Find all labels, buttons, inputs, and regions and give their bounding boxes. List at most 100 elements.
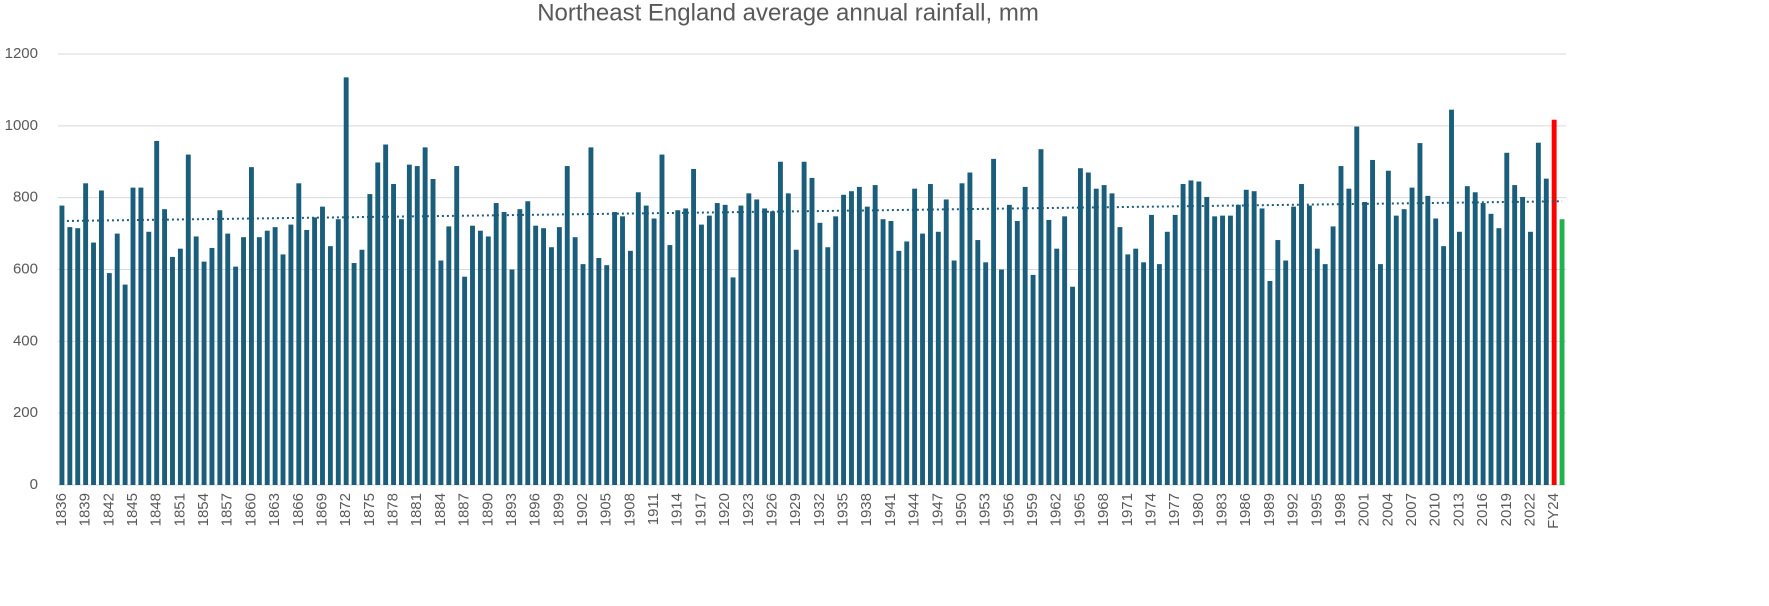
bar (1235, 204, 1241, 485)
bar (856, 186, 862, 485)
bar (1543, 178, 1549, 485)
bar (1077, 168, 1083, 485)
bar (264, 230, 270, 485)
bar (1370, 159, 1376, 485)
x-tick-label: 1872 (337, 493, 354, 526)
bar (920, 233, 925, 485)
bar (635, 192, 641, 485)
bar (1354, 126, 1360, 485)
bar (185, 154, 191, 486)
bar (75, 228, 81, 485)
bar (730, 277, 736, 485)
bar (359, 249, 365, 485)
bar (746, 193, 752, 485)
bar (872, 185, 878, 486)
bar (383, 144, 389, 485)
x-tick-label: 1953 (977, 493, 994, 526)
bar (770, 211, 775, 485)
bar (1172, 214, 1178, 485)
x-tick-label: FY24 (1545, 493, 1562, 529)
bar (1291, 206, 1297, 486)
bar (225, 233, 231, 485)
bar (927, 184, 933, 486)
trendline (61, 200, 1563, 223)
bar (1520, 196, 1526, 485)
bar (896, 250, 902, 485)
x-tick-label: 1899 (550, 493, 567, 526)
x-tick-label: 1998 (1332, 493, 1349, 526)
bar (1425, 195, 1431, 485)
bar (1109, 193, 1115, 485)
bar (462, 276, 468, 485)
x-tick-label: 1863 (266, 493, 283, 526)
bar (762, 208, 768, 486)
bar (1330, 226, 1336, 485)
bar (280, 254, 286, 485)
bar (825, 247, 831, 485)
bar (248, 167, 254, 485)
x-tick-label: 1893 (503, 493, 520, 526)
x-tick-label: 1992 (1285, 493, 1302, 526)
bar (951, 260, 957, 485)
bar (777, 161, 783, 485)
bar (477, 230, 483, 485)
bar (1204, 196, 1210, 485)
bar (1378, 264, 1383, 485)
bar (604, 265, 610, 485)
bar (83, 183, 89, 486)
x-tick-label: 1875 (361, 493, 378, 526)
bar (1251, 191, 1257, 485)
bar (1117, 227, 1123, 485)
x-tick-label: 2019 (1498, 493, 1515, 526)
bar (1259, 208, 1265, 486)
bar (170, 256, 175, 485)
bar (564, 166, 570, 485)
x-tick-label: 2010 (1427, 493, 1444, 526)
bar (304, 229, 310, 485)
bar (1559, 219, 1565, 485)
bar (1030, 274, 1036, 485)
bar (438, 260, 444, 485)
chart-title: Northeast England average annual rainfal… (537, 0, 1039, 26)
x-tick-label: 1974 (1142, 493, 1159, 526)
bar (999, 269, 1004, 485)
bar (375, 162, 381, 486)
bar (414, 166, 420, 485)
bar (541, 228, 547, 485)
bar (1385, 170, 1391, 485)
x-tick-label: 1848 (148, 493, 165, 526)
bar (1228, 215, 1233, 485)
bar (130, 187, 136, 486)
x-tick-label: 2001 (1356, 493, 1373, 526)
bar (272, 227, 278, 485)
x-tick-label: 1926 (763, 493, 780, 526)
bar (1022, 186, 1028, 485)
bar (1551, 119, 1557, 485)
bar (501, 212, 507, 486)
bar (596, 258, 602, 485)
bar (809, 177, 815, 485)
x-tick-label: 1887 (456, 493, 473, 526)
bar (1085, 172, 1091, 485)
bar (1164, 231, 1170, 485)
bar (833, 216, 839, 486)
y-tick-label: 1200 (5, 45, 38, 62)
x-tick-label: 1839 (77, 493, 94, 526)
bar (296, 183, 302, 486)
bar (1472, 192, 1478, 485)
bar (1196, 181, 1202, 486)
bar (549, 247, 554, 485)
bar (241, 237, 246, 485)
bar (1488, 213, 1494, 485)
x-tick-label: 1881 (408, 493, 425, 526)
bar (975, 240, 981, 485)
x-tick-label: 1884 (432, 493, 449, 526)
bar (1046, 219, 1052, 485)
y-tick-label: 400 (13, 332, 38, 349)
bar (580, 264, 586, 485)
y-tick-label: 800 (13, 189, 38, 206)
x-tick-label: 2007 (1403, 493, 1420, 526)
bar (193, 236, 199, 485)
bar (1528, 231, 1533, 485)
bar (398, 219, 404, 485)
